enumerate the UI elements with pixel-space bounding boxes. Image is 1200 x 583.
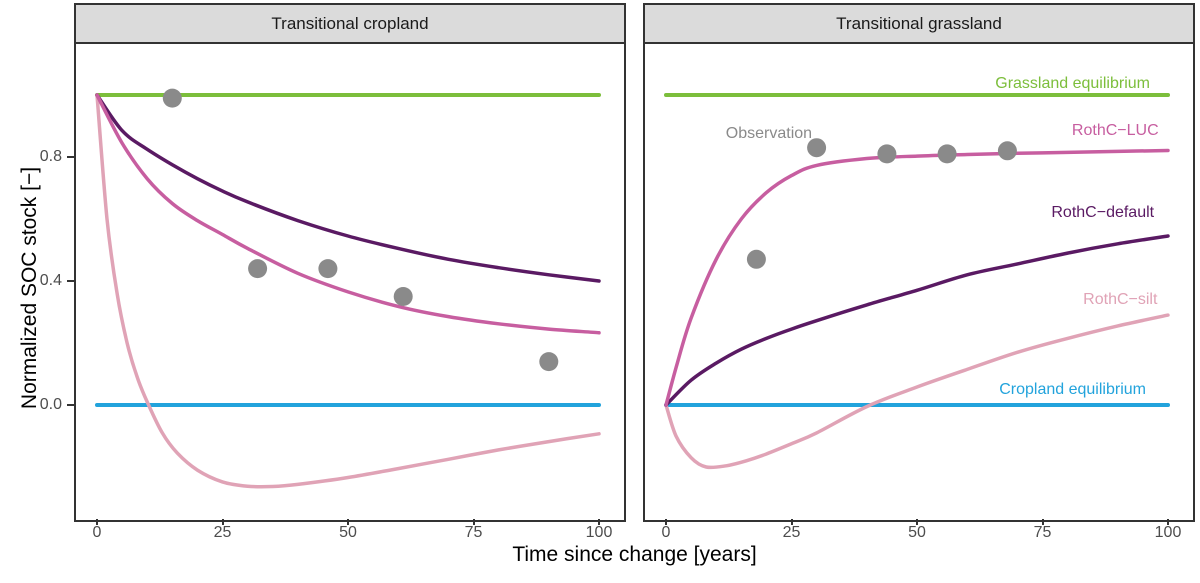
rothc-silt-line [95,93,601,489]
observation-point [997,141,1017,161]
x-tick-label: 0 [92,524,102,541]
x-tick-label: 0 [661,524,671,541]
observation-point [877,144,897,164]
series-label-rothc-luc: RothC−LUC [1071,121,1159,139]
observation-point [937,144,957,164]
x-tick-mark [916,519,918,525]
y-tick-mark [67,280,74,282]
x-tick-mark [347,519,349,525]
x-axis-title: Time since change [years] [512,543,757,566]
x-tick-mark [665,519,667,525]
plot-canvas [664,93,1170,470]
panel-strip: Transitional cropland [74,3,626,44]
x-tick-label: 25 [782,524,801,541]
x-tick-mark [221,519,224,525]
x-tick-mark [598,519,600,525]
panel-transitional-cropland: Transitional cropland [74,3,626,522]
x-tick-mark [472,519,475,525]
rothc-luc-line [664,148,1170,407]
x-tick-label: 50 [908,524,926,541]
panel-title: Transitional grassland [836,13,1002,33]
rothc-default-line [664,234,1170,407]
rothc-default-line [95,93,601,283]
x-tick-label: 50 [339,524,357,541]
plot-area [74,44,626,522]
x-tick-label: 100 [585,524,613,541]
x-tick-mark [1167,519,1169,525]
observation-point [807,138,827,158]
series-label-rothc-default: RothC−default [1051,203,1155,221]
observation-point [162,88,182,108]
series-label-rothc-silt: RothC−silt [1083,290,1158,308]
panel-strip: Transitional grassland [643,3,1195,44]
series-label-grassland-equilibrium: Grassland equilibrium [995,75,1150,93]
x-tick-label: 75 [464,524,483,541]
plot-area [643,44,1195,522]
panel-transitional-grassland: Transitional grassland [643,3,1195,522]
observation-point [746,249,766,269]
x-tick-mark [790,519,793,525]
y-tick-mark [67,404,74,406]
observation-point [248,259,268,279]
x-tick-mark [1041,519,1044,525]
x-tick-label: 75 [1033,524,1052,541]
x-tick-label: 100 [1154,524,1182,541]
y-tick-label: 0.8 [39,148,62,165]
observation-point [318,259,338,279]
rothc-luc-line [95,93,601,335]
series-label-cropland-equilibrium: Cropland equilibrium [999,381,1146,399]
x-tick-mark [96,519,98,525]
panel-title: Transitional cropland [271,13,429,33]
series-label-observation: Observation [725,124,813,142]
observation-point [539,352,559,372]
y-tick-label: 0.0 [39,396,62,413]
plot-canvas [95,88,601,489]
rothc-silt-line [664,313,1170,470]
observation-point [393,287,413,306]
x-tick-label: 25 [213,524,232,541]
y-tick-mark [67,156,74,158]
y-tick-label: 0.4 [39,272,62,289]
